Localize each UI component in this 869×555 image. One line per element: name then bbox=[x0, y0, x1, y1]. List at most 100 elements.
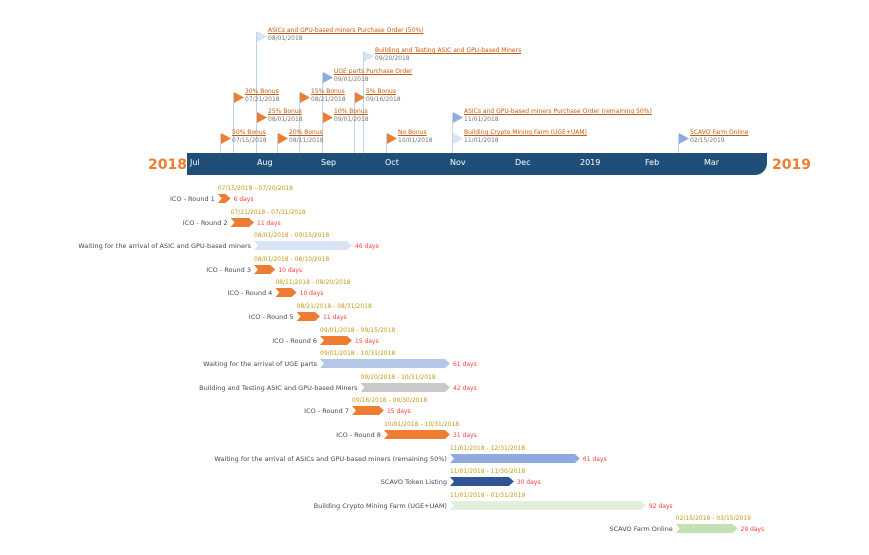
end-year-label: 2019 bbox=[772, 157, 811, 173]
task-end: 10/31/2018 bbox=[395, 374, 436, 381]
milestone-line bbox=[256, 32, 257, 153]
milestone-title[interactable]: 5% Bonus bbox=[366, 88, 396, 95]
flag-icon bbox=[679, 133, 689, 144]
task-dates: 11/01/201801/31/2019 bbox=[450, 492, 525, 499]
task-bar[interactable] bbox=[320, 336, 352, 345]
flag-icon bbox=[221, 133, 231, 144]
milestone-date: 08/01/2018 bbox=[268, 35, 303, 42]
task-bar[interactable] bbox=[352, 406, 384, 415]
task-bar[interactable] bbox=[218, 194, 231, 203]
milestone-date: 08/11/2018 bbox=[289, 137, 324, 144]
flag-icon bbox=[323, 112, 333, 123]
task-duration: 42 days bbox=[452, 384, 477, 392]
task-label: ICO - Round 6 bbox=[272, 337, 318, 345]
task-dates: 07/21/201807/31/2018 bbox=[231, 209, 306, 216]
milestone-line bbox=[256, 113, 257, 153]
milestone-title[interactable]: 10% Bonus bbox=[334, 108, 368, 115]
task-label: ICO - Round 4 bbox=[227, 289, 273, 297]
task-bar[interactable] bbox=[275, 288, 296, 297]
milestone-date: 07/21/2018 bbox=[245, 96, 280, 103]
task-label: Waiting for the arrival of ASIC and GPU-… bbox=[78, 242, 252, 250]
task-label: Waiting for the arrival of UGE parts bbox=[203, 360, 318, 368]
flag-icon bbox=[257, 31, 267, 42]
flag-icon bbox=[355, 92, 365, 103]
milestone-title[interactable]: 25% Bonus bbox=[268, 108, 302, 115]
task-label: ICO - Round 5 bbox=[248, 313, 294, 321]
task-bar[interactable] bbox=[361, 383, 450, 392]
task-label: ICO - Round 8 bbox=[336, 431, 381, 439]
milestone-title[interactable]: Building Crypto Mining Farm (UGE+UAM) bbox=[464, 129, 587, 136]
task-end: 07/31/2018 bbox=[265, 209, 306, 216]
task-end: 10/31/2018 bbox=[419, 421, 460, 428]
task-dates: 07/15/201807/20/2018 bbox=[218, 185, 293, 192]
task-end: 11/30/2018 bbox=[485, 468, 526, 475]
task-label: SCAVO Token Listing bbox=[380, 478, 447, 486]
task-duration: 15 days bbox=[386, 407, 411, 415]
task-label: ICO - Round 1 bbox=[169, 195, 215, 203]
milestone-date: 10/01/2018 bbox=[398, 137, 433, 144]
task-start: 08/21/2018 bbox=[296, 303, 332, 310]
task-bar[interactable] bbox=[320, 359, 450, 368]
flag-icon bbox=[364, 51, 374, 62]
milestone-title[interactable]: UGE parts Purchase Order bbox=[334, 68, 413, 75]
task-start: 11/01/2018 bbox=[449, 468, 485, 475]
milestone-date: 11/01/2018 bbox=[464, 137, 499, 144]
task-start: 02/15/2019 bbox=[675, 515, 711, 522]
task-bar[interactable] bbox=[450, 477, 514, 486]
task-start: 10/01/2018 bbox=[383, 421, 419, 428]
flag-icon bbox=[278, 133, 288, 144]
milestone-title[interactable]: ASICs and GPU-based miners Purchase Orde… bbox=[464, 108, 652, 115]
month-label: Jul bbox=[190, 158, 200, 167]
task-bar[interactable] bbox=[297, 312, 320, 321]
task-bar[interactable] bbox=[231, 218, 254, 227]
task-bar[interactable] bbox=[384, 430, 450, 439]
task-bar[interactable] bbox=[254, 241, 352, 250]
task-start: 09/16/2018 bbox=[352, 397, 387, 404]
milestone-line bbox=[354, 93, 355, 153]
task-duration: 10 days bbox=[299, 289, 324, 297]
milestone-date: 08/21/2018 bbox=[311, 96, 346, 103]
task-duration: 11 days bbox=[257, 219, 281, 227]
task-bar[interactable] bbox=[450, 454, 580, 463]
task-end: 08/20/2018 bbox=[310, 279, 351, 286]
task-start: 07/15/2018 bbox=[217, 185, 253, 192]
task-duration: 30 days bbox=[516, 478, 541, 486]
milestone-line bbox=[363, 52, 364, 153]
task-label: Waiting for the arrival of ASICs and GPU… bbox=[214, 455, 447, 463]
milestone-line bbox=[220, 134, 221, 153]
milestone-line bbox=[322, 113, 323, 153]
task-bar[interactable] bbox=[254, 265, 275, 274]
task-label: ICO - Round 3 bbox=[206, 266, 252, 274]
milestone-title[interactable]: 30% Bonus bbox=[245, 88, 279, 95]
milestone-title[interactable]: SCAVO Farm Online bbox=[690, 129, 749, 136]
task-bar[interactable] bbox=[450, 501, 646, 510]
milestone-title[interactable]: Building and Testing ASIC and GPU-based … bbox=[375, 47, 522, 54]
task-end: 01/31/2019 bbox=[485, 492, 526, 499]
timeline-axis: Jul Aug Sep Oct Nov Dec 2019 Feb Mar bbox=[187, 153, 767, 175]
task-start: 07/21/2018 bbox=[230, 209, 266, 216]
milestone-title[interactable]: 15% Bonus bbox=[311, 88, 345, 95]
task-dates: 08/21/201808/31/2018 bbox=[297, 303, 372, 310]
milestone-date: 09/01/2018 bbox=[334, 116, 369, 123]
task-dates: 08/01/201808/10/2018 bbox=[254, 256, 329, 263]
flag-icon bbox=[453, 133, 463, 144]
task-end: 08/31/2018 bbox=[331, 303, 372, 310]
task-bar[interactable] bbox=[676, 524, 738, 533]
task-start: 08/11/2018 bbox=[275, 279, 310, 286]
task-dates: 08/11/201808/20/2018 bbox=[275, 279, 350, 286]
start-year-label: 2018 bbox=[148, 157, 187, 173]
task-dates: 02/15/201903/15/2019 bbox=[676, 515, 751, 522]
task-start: 11/01/2018 bbox=[449, 492, 485, 499]
flag-icon bbox=[300, 92, 310, 103]
month-label: 2019 bbox=[580, 158, 601, 167]
milestone-title[interactable]: No Bonus bbox=[398, 129, 427, 136]
milestone-title[interactable]: 20% Bonus bbox=[289, 129, 323, 136]
flag-icon bbox=[453, 112, 463, 123]
task-dates: 09/01/201809/15/2018 bbox=[320, 327, 395, 334]
milestone-title[interactable]: 50% Bonus bbox=[232, 129, 266, 136]
task-start: 11/01/2018 bbox=[449, 445, 485, 452]
milestone-title[interactable]: ASICs and GPU-based miners Purchase Orde… bbox=[268, 27, 424, 34]
task-start: 09/20/2018 bbox=[360, 374, 396, 381]
milestone-date: 09/16/2018 bbox=[366, 96, 401, 103]
